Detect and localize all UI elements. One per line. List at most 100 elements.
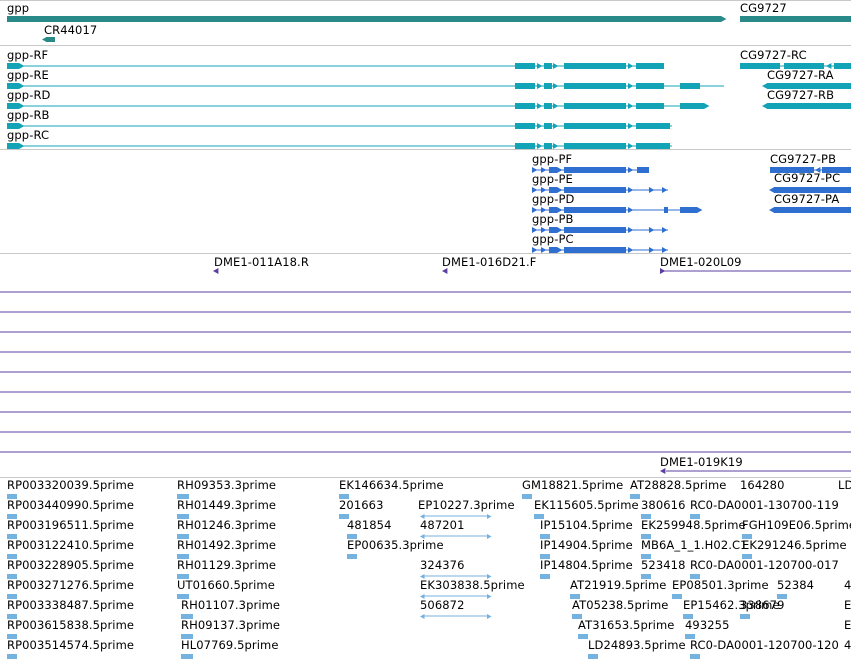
transcript-label[interactable]: gpp-RC: [7, 128, 50, 142]
est-label[interactable]: RC0-DA0001-120700-017: [690, 558, 839, 572]
est-label[interactable]: IP14904.5prime: [540, 538, 633, 552]
est-label[interactable]: AT31653.5prime: [578, 618, 675, 632]
protein-label[interactable]: gpp-PF: [532, 152, 573, 166]
est-label[interactable]: UT01660.5prime: [177, 578, 275, 592]
est-label[interactable]: RH01449.3prime: [177, 498, 277, 512]
est-label[interactable]: RP003228905.5prime: [7, 558, 135, 572]
est-label[interactable]: EK291246.5prime: [742, 538, 847, 552]
est-label[interactable]: 338679: [740, 598, 785, 612]
est-label[interactable]: EK146634.5prime: [339, 478, 444, 492]
protein-label[interactable]: CG9727-PB: [770, 152, 837, 166]
strand-arrow: [541, 227, 547, 233]
protein-label[interactable]: gpp-PD: [532, 192, 575, 206]
transcript-label[interactable]: CG9727-RB: [767, 88, 835, 102]
est-label[interactable]: 380616: [641, 498, 686, 512]
est-label[interactable]: RP003514574.5prime: [7, 638, 135, 652]
est-label[interactable]: RH09137.3prime: [181, 618, 281, 632]
est-label[interactable]: 4: [844, 638, 851, 652]
est-label[interactable]: RH01107.3prime: [181, 598, 281, 612]
est-label[interactable]: RP003615838.5prime: [7, 618, 135, 632]
est-label[interactable]: GM18821.5prime: [522, 478, 624, 492]
strand-arrow: [487, 534, 492, 539]
est-block: [690, 514, 700, 519]
strand-arrow: [660, 468, 666, 474]
est-label[interactable]: EK115605.5prime: [534, 498, 639, 512]
strand-arrow: [532, 207, 538, 213]
est-label[interactable]: RP003338487.5prime: [7, 598, 135, 612]
transcript-label[interactable]: gpp-RE: [7, 68, 49, 82]
est-block: [690, 574, 700, 579]
est-label[interactable]: RP003271276.5prime: [7, 578, 135, 592]
est-label[interactable]: 487201: [420, 518, 465, 532]
gene-label[interactable]: gpp: [7, 1, 30, 15]
protein-label[interactable]: CG9727-PA: [774, 192, 840, 206]
transcript-label[interactable]: CG9727-RC: [740, 48, 807, 62]
est-label[interactable]: RH01246.3prime: [177, 518, 277, 532]
est-label[interactable]: EP15462.3prime: [683, 598, 780, 612]
protein-label[interactable]: gpp-PB: [532, 212, 574, 226]
strand-arrow: [19, 123, 25, 129]
feature-block: [740, 63, 780, 69]
strand-arrow: [553, 123, 559, 129]
est-label[interactable]: 324376: [420, 558, 465, 572]
est-label[interactable]: 481854: [347, 518, 392, 532]
est-label[interactable]: IP15104.5prime: [540, 518, 633, 532]
est-label[interactable]: E: [844, 618, 851, 632]
protein-label[interactable]: gpp-PE: [532, 172, 573, 186]
est-label[interactable]: RP003196511.5prime: [7, 518, 135, 532]
strand-arrow: [537, 63, 543, 69]
protein-label[interactable]: gpp-PC: [532, 232, 574, 246]
est-label[interactable]: RH01492.3prime: [177, 538, 277, 552]
est-label[interactable]: RH09353.3prime: [177, 478, 277, 492]
transcript-label[interactable]: gpp-RF: [7, 48, 49, 62]
est-label[interactable]: E: [844, 598, 851, 612]
est-label[interactable]: IP14804.5prime: [540, 558, 633, 572]
est-label[interactable]: 201663: [339, 498, 384, 512]
est-label[interactable]: EK303838.5prime: [420, 578, 525, 592]
est-label[interactable]: RP003122410.5prime: [7, 538, 135, 552]
est-block: [177, 594, 189, 599]
est-label[interactable]: RC0-DA0001-120700-120: [690, 638, 839, 652]
est-label[interactable]: LD: [838, 478, 851, 492]
gene-label[interactable]: CR44017: [44, 23, 98, 37]
transcript-label[interactable]: gpp-RB: [7, 108, 50, 122]
transcript-label[interactable]: gpp-RD: [7, 88, 51, 102]
est-label[interactable]: RP003320039.5prime: [7, 478, 135, 492]
est-label[interactable]: 493255: [685, 618, 730, 632]
est-label[interactable]: 506872: [420, 598, 465, 612]
est-label[interactable]: 52384: [777, 578, 815, 592]
clone-label[interactable]: DME1-011A18.R: [214, 255, 309, 269]
strand-arrow: [826, 63, 832, 69]
est-label[interactable]: EP10227.3prime: [418, 498, 515, 512]
est-label[interactable]: AT05238.5prime: [572, 598, 669, 612]
clone-label[interactable]: DME1-020L09: [660, 255, 742, 269]
est-label[interactable]: EP00635.3prime: [347, 538, 444, 552]
est-label[interactable]: 4: [844, 578, 851, 592]
est-block: [685, 634, 695, 639]
strand-arrow: [420, 514, 425, 519]
feature-block: [784, 63, 824, 69]
est-label[interactable]: 164280: [740, 478, 785, 492]
gene-label[interactable]: CG9727: [740, 1, 787, 15]
clone-label[interactable]: DME1-016D21.F: [442, 255, 537, 269]
est-label[interactable]: RC0-DA0001-130700-119: [690, 498, 839, 512]
est-label[interactable]: LD24893.5prime: [588, 638, 686, 652]
est-label[interactable]: EP08501.3prime: [672, 578, 769, 592]
est-label[interactable]: RH01129.3prime: [177, 558, 277, 572]
est-label[interactable]: HL07769.5prime: [181, 638, 279, 652]
protein-label[interactable]: CG9727-PC: [774, 171, 841, 185]
est-label[interactable]: RP003440990.5prime: [7, 498, 135, 512]
est-label[interactable]: AT21919.5prime: [570, 578, 667, 592]
est-label[interactable]: EK259948.5prime: [641, 518, 746, 532]
strand-arrow: [541, 247, 547, 253]
est-label[interactable]: MB6A_1_1.H02.C1: [641, 538, 748, 552]
clone-label[interactable]: DME1-019K19: [660, 455, 743, 469]
feature-block: [636, 123, 664, 129]
est-label[interactable]: FGH109E06.5prime: [742, 518, 851, 532]
transcript-label[interactable]: CG9727-RA: [767, 68, 834, 82]
est-label[interactable]: 523418: [641, 558, 686, 572]
feature-block: [774, 187, 851, 193]
strand-arrow: [557, 227, 563, 233]
strand-arrow: [553, 83, 559, 89]
est-label[interactable]: AT28828.5prime: [630, 478, 727, 492]
